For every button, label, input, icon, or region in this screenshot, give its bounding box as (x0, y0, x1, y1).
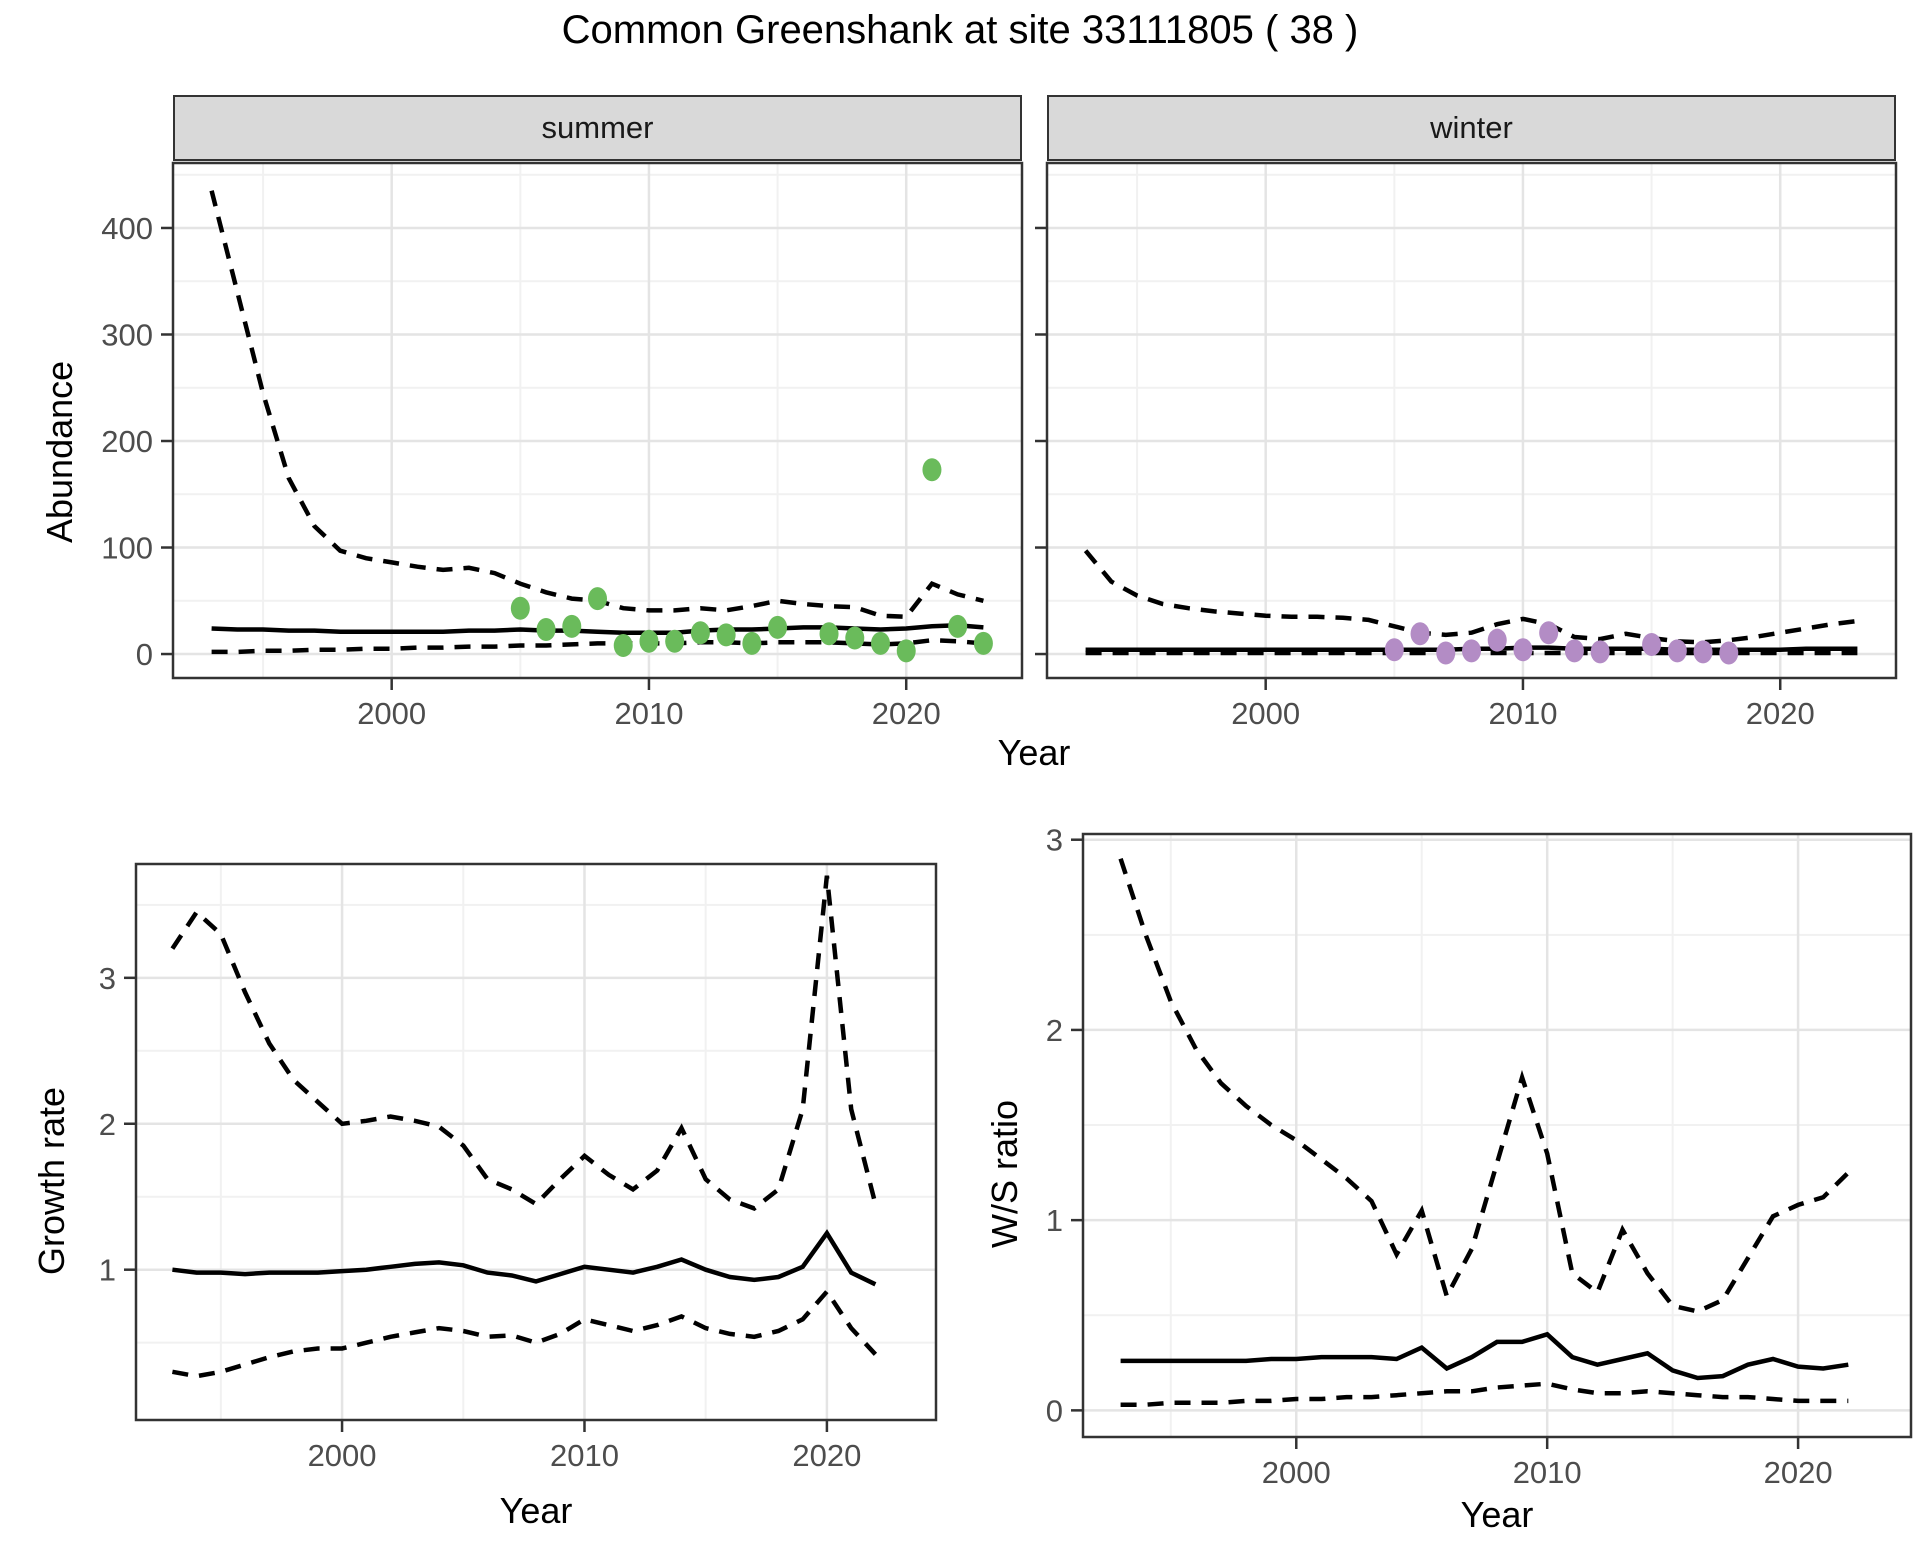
abundance-summer-observed-point (562, 614, 582, 638)
abundance-summer-y-tick-label: 400 (101, 211, 153, 246)
abundance-winter-upper95-line (1083, 549, 1858, 645)
abundance-winter-observed-point (1564, 639, 1584, 663)
growth-rate-y-tick-label: 3 (99, 961, 116, 996)
abundance-winter-x-tick-label: 2010 (1488, 696, 1557, 731)
abundance-summer-y-tick-label: 100 (101, 531, 153, 566)
facet-strip-winter: winter (1047, 95, 1896, 161)
abundance-summer-observed-point (536, 618, 556, 642)
abundance-summer-observed-point (665, 629, 685, 653)
ws-ratio-x-tick-label: 2020 (1764, 1455, 1833, 1490)
growth-rate-lower95-line (171, 1287, 878, 1379)
abundance-summer-observed-point (768, 615, 788, 639)
growth-year-axis-title: Year (499, 1490, 573, 1531)
abundance-winter-observed-point (1539, 621, 1559, 645)
abundance-winter-observed-point (1487, 628, 1507, 652)
growth-rate-median-line (172, 1229, 877, 1287)
abundance-winter-observed-point (1719, 641, 1739, 665)
ws-ratio-median-line (1120, 1331, 1849, 1381)
abundance-summer-observed-point (922, 458, 942, 482)
abundance-winter-observed-point (1384, 638, 1404, 662)
ws-ratio-lower95-line (1120, 1381, 1849, 1407)
ws-ratio-y-tick-label: 3 (1046, 823, 1063, 858)
abundance-winter-x-tick-label: 2020 (1746, 696, 1815, 731)
ws-ratio-y-tick-label: 2 (1046, 1013, 1063, 1048)
ws-year-axis-title: Year (1460, 1494, 1534, 1535)
abundance-summer-x-tick-label: 2010 (614, 696, 683, 731)
abundance-axis-title: Abundance (39, 360, 80, 543)
abundance-summer-observed-point (639, 629, 659, 653)
ws-ratio-upper95-line (1118, 857, 1850, 1314)
ws-ratio-x-tick-label: 2010 (1513, 1455, 1582, 1490)
abundance-winter-observed-point (1513, 638, 1533, 662)
abundance-summer-x-tick-label: 2000 (357, 696, 426, 731)
abundance-winter-observed-point (1462, 639, 1481, 663)
abundance-winter-observed-point (1667, 639, 1687, 663)
growth-rate-y-tick-label: 2 (99, 1107, 116, 1142)
growth-rate-y-tick-label: 1 (99, 1253, 116, 1288)
growth-rate-x-tick-label: 2020 (792, 1438, 861, 1473)
growth-rate-upper95-line (170, 875, 878, 1211)
abundance-winter-observed-point (1410, 622, 1430, 646)
abundance-summer-observed-point (871, 631, 890, 655)
figure-title: Common Greenshank at site 33111805 ( 38 … (561, 8, 1359, 52)
abundance-winter-observed-point (1436, 641, 1456, 665)
abundance-summer-panel: 2000 2010 2020 0 100 200 300 400 (101, 161, 1024, 731)
abundance-summer-y-tick-label: 0 (136, 637, 153, 672)
growth-rate-panel: 2000 2010 2020 1 2 3 (99, 862, 938, 1473)
abundance-summer-observed-point (896, 639, 916, 663)
abundance-summer-observed-point (613, 634, 633, 658)
abundance-winter-observed-point (1590, 640, 1610, 664)
abundance-summer-observed-point (819, 622, 839, 646)
abundance-summer-y-tick-label: 200 (101, 424, 153, 459)
abundance-summer-lower95-line (211, 637, 984, 655)
abundance-summer-observed-point (845, 626, 865, 650)
growth-rate-x-tick-label: 2010 (550, 1438, 619, 1473)
facet-strip-summer-label: summer (541, 110, 654, 145)
abundance-winter-x-tick-label: 2000 (1231, 696, 1300, 731)
ws-ratio-y-tick-label: 1 (1046, 1203, 1063, 1238)
facet-strip-winter-label: winter (1430, 110, 1513, 145)
abundance-summer-observed-point (742, 631, 762, 655)
ws-ratio-panel: 2000 2010 2020 0 1 2 3 (1046, 823, 1913, 1490)
abundance-summer-observed-point (510, 596, 530, 620)
growth-rate-x-tick-label: 2000 (308, 1438, 377, 1473)
ws-ratio-y-tick-label: 0 (1046, 1393, 1063, 1428)
facet-strip-summer: summer (173, 95, 1022, 161)
ws-ratio-x-tick-label: 2000 (1262, 1455, 1331, 1490)
abundance-summer-observed-point (716, 623, 736, 647)
abundance-summer-observed-point (588, 587, 607, 611)
abundance-summer-observed-point (973, 631, 993, 655)
abundance-winter-panel: 2000 2010 2020 (1035, 161, 1898, 731)
abundance-summer-y-tick-label: 300 (101, 317, 153, 352)
abundance-summer-observed-point (690, 621, 710, 645)
abundance-summer-observed-point (948, 614, 968, 638)
ws-ratio-axis-title: W/S ratio (984, 1099, 1025, 1248)
abundance-summer-x-tick-label: 2020 (872, 696, 941, 731)
abundance-winter-observed-point (1693, 640, 1713, 664)
abundance-winter-observed-point (1642, 632, 1662, 656)
growth-rate-axis-title: Growth rate (31, 1086, 72, 1275)
top-year-axis-title: Year (997, 732, 1071, 773)
